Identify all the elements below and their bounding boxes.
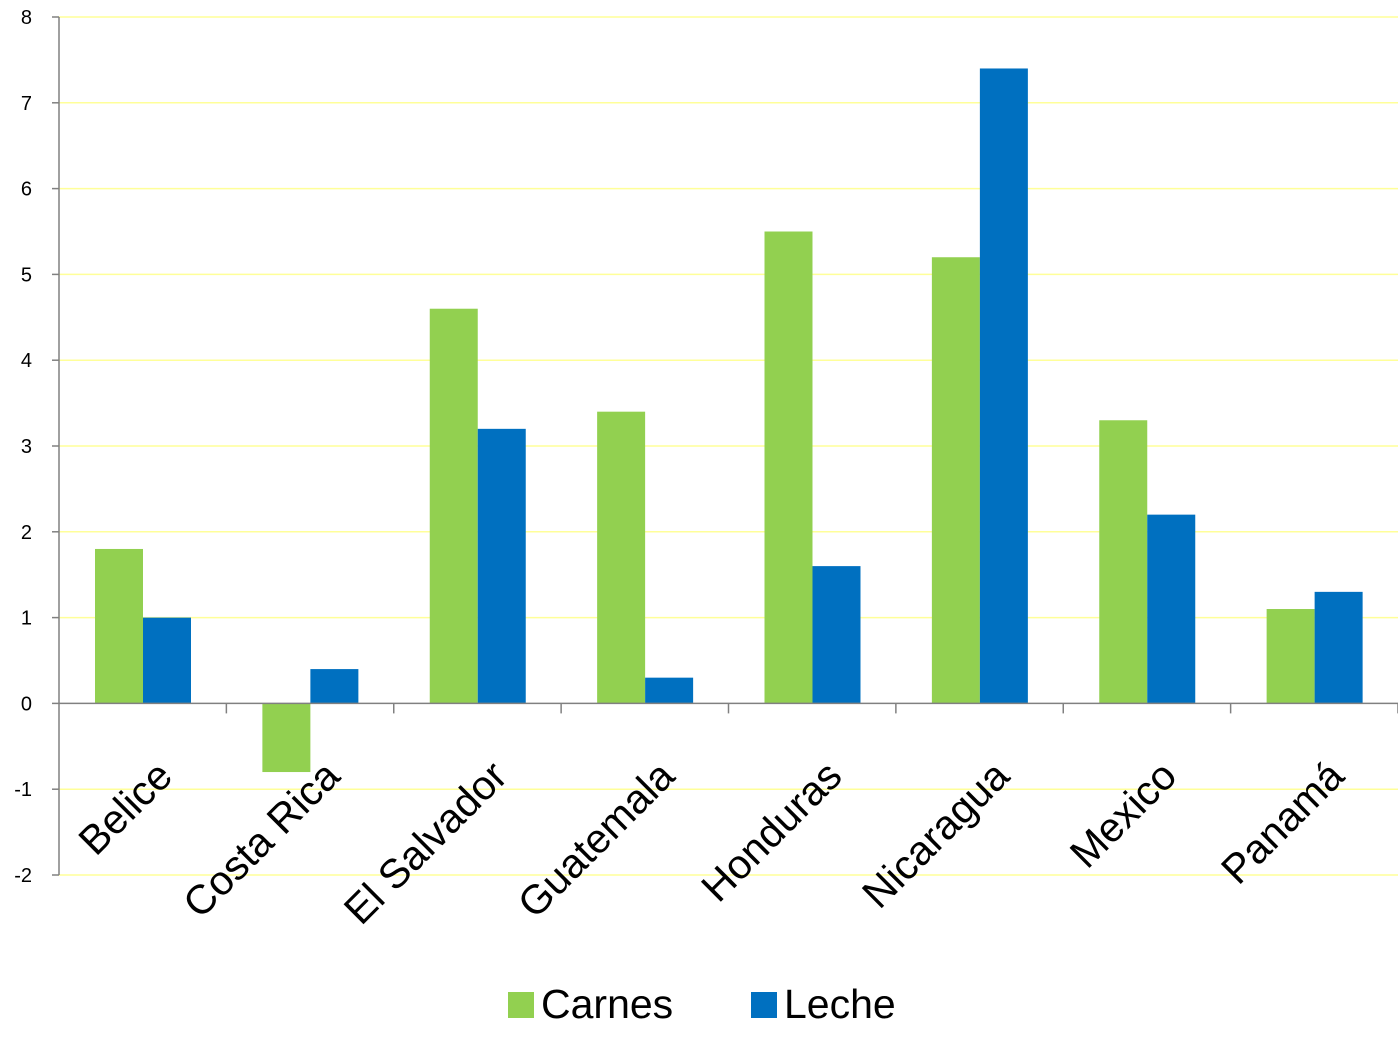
legend-label-leche: Leche	[784, 981, 896, 1027]
bar-leche-5	[979, 68, 1028, 704]
bar-leche-4	[812, 566, 861, 704]
bar-carnes-2	[429, 308, 478, 704]
y-tick-label: 2	[21, 522, 32, 544]
legend: Carnes Leche	[508, 981, 896, 1027]
x-tick-label: Belice	[70, 752, 181, 863]
gridlines	[59, 16, 1398, 876]
bar-leche-2	[477, 428, 526, 704]
bar-leche-0	[143, 617, 191, 704]
bar-leche-1	[310, 669, 359, 704]
y-tick-label: 3	[21, 436, 32, 458]
y-tick-label: 6	[21, 179, 32, 201]
y-tick-label: 8	[21, 7, 32, 29]
y-tick-label: -1	[14, 779, 32, 801]
bar-carnes-7	[1266, 609, 1315, 704]
bar-carnes-3	[597, 411, 646, 704]
bar-carnes-5	[931, 257, 980, 704]
bar-carnes-1	[262, 703, 311, 773]
y-axis-ticks: -2 -1 0 1 2 3 4 5 6 7 8	[14, 7, 59, 887]
bar-leche-3	[645, 677, 694, 704]
x-tick-label: El Salvador	[335, 752, 516, 933]
bars	[95, 68, 1363, 773]
y-tick-label: 1	[21, 608, 32, 630]
legend-label-carnes: Carnes	[541, 981, 673, 1027]
x-tick-label: Guatemala	[509, 752, 683, 926]
x-tick-label: Costa Rica	[174, 752, 348, 926]
y-tick-label: -2	[14, 865, 32, 887]
bar-carnes-4	[764, 231, 813, 704]
legend-swatch-leche	[751, 992, 777, 1018]
bar-leche-7	[1314, 591, 1363, 704]
y-tick-label: 7	[21, 93, 32, 115]
x-tick-label: Panamá	[1212, 752, 1353, 893]
y-tick-label: 5	[21, 264, 32, 286]
y-tick-label: 4	[21, 350, 32, 372]
bar-carnes-6	[1099, 420, 1148, 704]
x-tick-label: Nicaragua	[853, 752, 1018, 917]
bar-leche-6	[1147, 514, 1196, 704]
y-tick-label: 0	[21, 693, 32, 715]
x-tick-label: Honduras	[692, 752, 850, 910]
legend-swatch-carnes	[508, 992, 534, 1018]
x-tick-label: Mexico	[1061, 752, 1185, 876]
bar-carnes-0	[95, 548, 143, 704]
